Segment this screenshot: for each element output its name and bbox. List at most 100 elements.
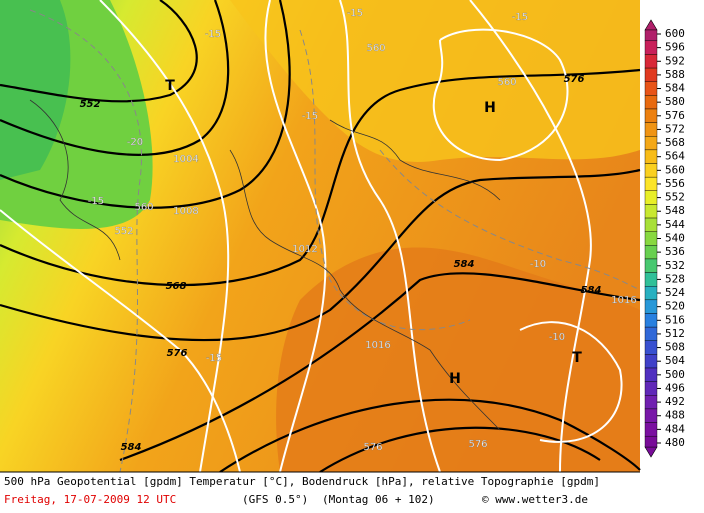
colorbar-label: 544	[665, 218, 685, 231]
colorbar-cell	[644, 231, 658, 246]
colorbar-cell	[644, 217, 658, 232]
colorbar-cell	[644, 340, 658, 355]
colorbar-cell	[644, 122, 658, 137]
colorbar-label: 584	[665, 82, 685, 95]
colorbar-cell	[644, 163, 658, 178]
colorbar-cell	[644, 272, 658, 287]
colorbar-label: 504	[665, 354, 685, 367]
footer-title: 500 hPa Geopotential [gpdm] Temperatur […	[4, 475, 600, 488]
contour-label: -15	[205, 29, 221, 40]
contour-label: 552	[114, 226, 133, 237]
colorbar-cell	[644, 326, 658, 341]
contour-label: -10	[530, 259, 546, 270]
colorbar-label: 572	[665, 122, 685, 135]
colorbar-label: 488	[665, 409, 685, 422]
colorbar-cell	[644, 149, 658, 164]
colorbar-cell	[644, 422, 658, 437]
colorbar-label: 532	[665, 259, 685, 272]
contour-label: 560	[366, 43, 385, 54]
colorbar-label: 524	[665, 286, 685, 299]
colorbar-cell	[644, 54, 658, 69]
colorbar-cell	[644, 408, 658, 423]
footer-date: Freitag, 17-07-2009 12 UTC	[4, 493, 176, 506]
colorbar-cell	[644, 29, 658, 42]
colorbar-cell	[644, 204, 658, 219]
colorbar-label: 548	[665, 204, 685, 217]
colorbar-label: 500	[665, 368, 685, 381]
contour-label: T	[572, 350, 582, 366]
contour-label: 576	[363, 442, 382, 453]
contour-label: 584	[581, 285, 602, 296]
colorbar-cell	[644, 190, 658, 205]
colorbar-label: 528	[665, 272, 685, 285]
colorbar-cell	[644, 40, 658, 55]
footer-run: (Montag 06 + 102)	[322, 493, 435, 506]
colorbar-label: 596	[665, 41, 685, 54]
colorbar-label: 564	[665, 150, 685, 163]
colorbar-cell	[644, 395, 658, 410]
footer-copyright: © www.wetter3.de	[482, 493, 588, 506]
contour-label: 560	[497, 77, 516, 88]
colorbar-cell	[644, 81, 658, 96]
colorbar-label: 508	[665, 341, 685, 354]
contour-label: 1004	[173, 154, 198, 165]
colorbar-label: 580	[665, 95, 685, 108]
contour-label: -15	[347, 8, 363, 19]
contour-label: H	[449, 371, 461, 387]
colorbar-cell	[644, 108, 658, 123]
colorbar-label: 600	[665, 27, 685, 40]
colorbar-label: 552	[665, 191, 685, 204]
colorbar-cell	[644, 67, 658, 82]
colorbar-label: 520	[665, 300, 685, 313]
colorbar-label: 492	[665, 395, 685, 408]
colorbar-label: 568	[665, 136, 685, 149]
colorbar-cell	[644, 354, 658, 369]
contour-label: -15	[88, 196, 104, 207]
colorbar-label: 540	[665, 232, 685, 245]
geopotential-isolines	[0, 0, 641, 473]
contour-label: H	[484, 100, 496, 116]
contour-label: 1012	[292, 244, 317, 255]
colorbar-label: 496	[665, 381, 685, 394]
contour-label: 568	[166, 281, 187, 292]
colorbar-cell	[644, 367, 658, 382]
colorbar: 6005965925885845805765725685645605565525…	[644, 19, 685, 458]
colorbar-label: 588	[665, 68, 685, 81]
temperature-isolines	[0, 0, 622, 472]
contour-label: 1016	[365, 340, 390, 351]
deep-green-area	[0, 0, 71, 180]
footer-model: (GFS 0.5°)	[242, 493, 308, 506]
colorbar-cell	[644, 258, 658, 273]
contour-label: 584	[454, 259, 475, 270]
colorbar-cell	[644, 245, 658, 260]
colorbar-label: 560	[665, 163, 685, 176]
contour-label: -15	[302, 111, 318, 122]
colorbar-cell	[644, 136, 658, 151]
contour-label: -10	[549, 332, 565, 343]
colorbar-label: 536	[665, 245, 685, 258]
colorbar-cell	[644, 176, 658, 191]
colorbar-label: 576	[665, 109, 685, 122]
colorbar-cell	[644, 313, 658, 328]
colorbar-label: 480	[665, 436, 685, 449]
footer-panel	[0, 472, 640, 513]
colorbar-cell	[644, 435, 658, 448]
contour-labels: 552 -15 -15 -15 560 560 576 H T -15 -20 1004 -15 560 1…	[80, 8, 637, 453]
contour-label: -15	[206, 353, 222, 364]
colorbar-cell	[644, 286, 658, 301]
colorbar-label: 556	[665, 177, 685, 190]
colorbar-label: 516	[665, 313, 685, 326]
colorbar-bottom-arrow	[644, 446, 658, 458]
colorbar-cell	[644, 299, 658, 314]
contour-label: 576	[167, 348, 188, 359]
coastlines	[29, 99, 501, 431]
colorbar-cell	[644, 381, 658, 396]
contour-label: 584	[121, 442, 142, 453]
colorbar-label: 484	[665, 422, 685, 435]
colorbar-top-arrow	[644, 19, 658, 31]
contour-label: 576	[468, 439, 487, 450]
contour-label: -20	[127, 137, 143, 148]
contour-label: 1008	[173, 206, 198, 217]
contour-label: -15	[512, 12, 528, 23]
